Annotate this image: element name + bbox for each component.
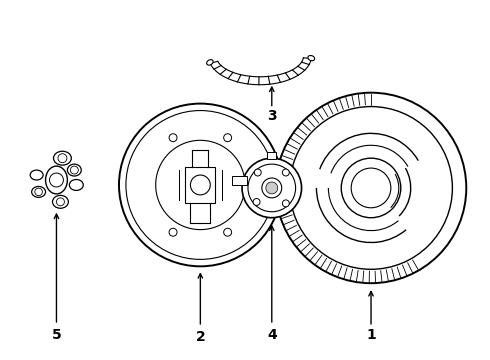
Circle shape <box>169 228 177 236</box>
Circle shape <box>119 104 282 266</box>
Circle shape <box>56 198 64 206</box>
Circle shape <box>223 134 232 142</box>
Circle shape <box>282 169 289 176</box>
Ellipse shape <box>70 180 83 190</box>
Bar <box>185 167 215 203</box>
Circle shape <box>253 198 260 206</box>
FancyBboxPatch shape <box>232 176 247 185</box>
Circle shape <box>242 158 301 218</box>
FancyBboxPatch shape <box>268 152 276 159</box>
Circle shape <box>191 175 210 195</box>
Ellipse shape <box>53 151 72 165</box>
Ellipse shape <box>30 170 43 180</box>
Ellipse shape <box>32 186 46 197</box>
Circle shape <box>58 154 67 163</box>
Ellipse shape <box>52 195 69 208</box>
Text: 3: 3 <box>267 109 276 123</box>
Circle shape <box>276 93 466 283</box>
Text: 4: 4 <box>267 328 277 342</box>
Circle shape <box>254 169 261 176</box>
Circle shape <box>290 107 452 269</box>
Text: 5: 5 <box>51 328 61 342</box>
Circle shape <box>71 166 78 174</box>
Circle shape <box>341 158 401 218</box>
Ellipse shape <box>308 55 315 61</box>
Circle shape <box>35 188 42 196</box>
Ellipse shape <box>207 60 213 65</box>
Circle shape <box>156 140 245 230</box>
Circle shape <box>262 178 282 198</box>
Circle shape <box>169 134 177 142</box>
Circle shape <box>126 111 275 260</box>
Circle shape <box>223 228 232 236</box>
Ellipse shape <box>46 166 68 194</box>
Ellipse shape <box>68 164 81 176</box>
Circle shape <box>351 168 391 208</box>
Circle shape <box>266 182 278 194</box>
Text: 2: 2 <box>196 330 205 344</box>
Circle shape <box>248 164 295 212</box>
Circle shape <box>49 173 63 187</box>
Text: 1: 1 <box>366 328 376 342</box>
Circle shape <box>282 200 289 207</box>
